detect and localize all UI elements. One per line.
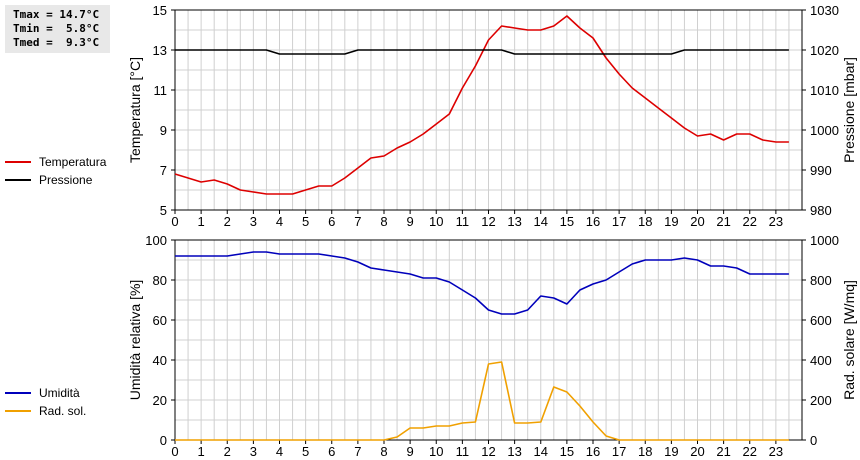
x-tick-label: 1 (198, 214, 205, 229)
x-tick-label: 2 (224, 444, 231, 459)
tmed-text: Tmed = 9.3°C (13, 36, 100, 49)
legend-label: Temperatura (39, 155, 107, 169)
x-tick-label: 21 (716, 444, 730, 459)
y2-tick-label: 980 (810, 203, 832, 218)
y-tick-label: 15 (153, 3, 167, 18)
y-tick-label: 100 (145, 233, 167, 248)
legend-item-temperatura: Temperatura (5, 153, 106, 171)
y2-axis-label: Pressione [mbar] (841, 57, 857, 163)
x-tick-label: 13 (507, 214, 521, 229)
x-tick-label: 11 (456, 444, 470, 459)
tmax-text: Tmax = 14.7°C (13, 8, 100, 21)
x-tick-label: 10 (429, 444, 443, 459)
x-tick-label: 17 (612, 214, 626, 229)
y-tick-label: 20 (153, 393, 167, 408)
y2-tick-label: 990 (810, 163, 832, 178)
series-line-temperatura (174, 15, 789, 195)
x-tick-label: 8 (380, 214, 387, 229)
series-line-radsol (175, 361, 789, 441)
y-tick-label: 13 (153, 43, 167, 58)
legend-item-radsol: Rad. sol. (5, 402, 86, 420)
x-tick-label: 14 (534, 444, 548, 459)
series-line-umidit (175, 251, 789, 315)
y-tick-label: 80 (153, 273, 167, 288)
x-tick-label: 23 (769, 444, 783, 459)
x-tick-label: 1 (198, 444, 205, 459)
x-tick-label: 17 (612, 444, 626, 459)
y2-tick-label: 200 (810, 393, 832, 408)
x-tick-label: 8 (380, 444, 387, 459)
y-tick-label: 40 (153, 353, 167, 368)
x-tick-label: 4 (276, 214, 283, 229)
y-axis-label: Umidità relativa [%] (127, 280, 143, 401)
tmin-text: Tmin = 5.8°C (13, 22, 100, 35)
x-tick-label: 18 (638, 214, 652, 229)
legend-label: Pressione (39, 173, 93, 187)
x-tick-label: 9 (407, 444, 414, 459)
x-tick-label: 10 (429, 214, 443, 229)
y2-tick-label: 1000 (810, 233, 839, 248)
legend-swatch (5, 179, 31, 181)
y-tick-label: 7 (160, 163, 167, 178)
x-tick-label: 22 (743, 214, 757, 229)
x-tick-label: 12 (481, 444, 495, 459)
x-tick-label: 0 (171, 214, 178, 229)
x-tick-label: 21 (716, 214, 730, 229)
x-tick-label: 16 (586, 214, 600, 229)
x-tick-label: 5 (302, 444, 309, 459)
legend-item-umidita: Umidità (5, 384, 86, 402)
x-tick-label: 19 (664, 444, 678, 459)
x-tick-label: 13 (507, 444, 521, 459)
y2-tick-label: 600 (810, 313, 832, 328)
y2-tick-label: 1010 (810, 83, 839, 98)
series-line-pressione (175, 49, 789, 55)
x-tick-label: 5 (302, 214, 309, 229)
y2-tick-label: 800 (810, 273, 832, 288)
legend-swatch (5, 410, 31, 412)
legend-top: Temperatura Pressione (5, 153, 106, 189)
x-tick-label: 7 (354, 214, 361, 229)
y-axis-label: Temperatura [°C] (127, 57, 143, 163)
x-tick-label: 3 (250, 214, 257, 229)
legend-swatch (5, 161, 31, 163)
legend-label: Rad. sol. (39, 404, 87, 418)
x-tick-label: 11 (456, 214, 470, 229)
y-tick-label: 5 (160, 203, 167, 218)
x-tick-label: 6 (328, 214, 335, 229)
x-tick-label: 3 (250, 444, 257, 459)
x-tick-label: 2 (224, 214, 231, 229)
legend-label: Umidità (39, 386, 80, 400)
x-tick-label: 4 (276, 444, 283, 459)
stats-box: Tmax = 14.7°C Tmin = 5.8°C Tmed = 9.3°C (5, 5, 110, 53)
x-tick-label: 20 (690, 444, 704, 459)
x-tick-label: 9 (407, 214, 414, 229)
y2-axis-label: Rad. solare [W/mq] (841, 280, 857, 400)
x-tick-label: 18 (638, 444, 652, 459)
y-tick-label: 11 (154, 83, 168, 98)
y2-tick-label: 1000 (810, 123, 839, 138)
x-tick-label: 20 (690, 214, 704, 229)
x-tick-label: 14 (534, 214, 548, 229)
x-tick-label: 15 (560, 444, 574, 459)
legend-bottom: Umidità Rad. sol. (5, 384, 86, 420)
x-tick-label: 22 (743, 444, 757, 459)
y2-tick-label: 1030 (810, 3, 839, 18)
x-tick-label: 16 (586, 444, 600, 459)
y2-tick-label: 0 (810, 433, 817, 448)
y2-tick-label: 1020 (810, 43, 839, 58)
x-tick-label: 23 (769, 214, 783, 229)
x-tick-label: 0 (171, 444, 178, 459)
y-tick-label: 60 (153, 313, 167, 328)
x-tick-label: 19 (664, 214, 678, 229)
y-tick-label: 9 (160, 123, 167, 138)
x-tick-label: 6 (328, 444, 335, 459)
legend-item-pressione: Pressione (5, 171, 106, 189)
x-tick-label: 7 (354, 444, 361, 459)
y-tick-label: 0 (160, 433, 167, 448)
x-tick-label: 12 (481, 214, 495, 229)
x-tick-label: 15 (560, 214, 574, 229)
legend-swatch (5, 392, 31, 394)
y2-tick-label: 400 (810, 353, 832, 368)
